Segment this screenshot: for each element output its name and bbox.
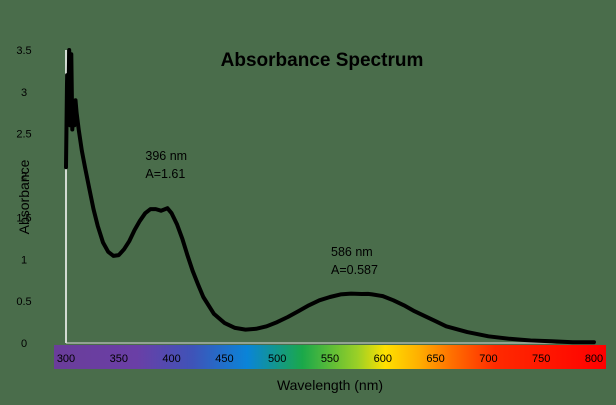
x-axis-title: Wavelength (nm) [277,377,383,393]
annotation-group: 396 nm A=1.61 586 nm A=0.587 [145,149,378,277]
y-tick-label: 2.5 [16,129,31,141]
x-tick-label: 800 [585,353,603,365]
annotation-absorbance: A=0.587 [331,263,378,277]
x-tick-label: 700 [479,353,497,365]
series-line [64,48,596,345]
series-group [64,48,596,345]
y-tick-label: 0 [21,338,27,350]
x-tick-label: 600 [374,353,392,365]
y-tick-label: 1 [21,254,27,266]
y-tick-label: 3.5 [16,45,31,57]
x-tick-label: 300 [57,353,75,365]
annotation-wavelength: 586 nm [331,245,373,259]
x-tick-label: 400 [162,353,180,365]
x-tick-label: 500 [268,353,286,365]
y-axis-title: Absorbance [16,159,32,234]
y-tick-label: 1.5 [16,212,31,224]
y-tick-label: 2 [21,171,27,183]
y-tick-labels: 0 0.5 1 1.5 2 2.5 3 3.5 [16,45,31,350]
x-tick-label: 750 [532,353,550,365]
annotation-wavelength: 396 nm [145,149,187,163]
y-tick-label: 0.5 [16,296,31,308]
annotation-absorbance: A=1.61 [145,167,185,181]
x-tick-labels: 300 350 400 450 500 550 600 650 700 750 800 [57,353,603,365]
spectrum-band [54,345,606,369]
chart-title: Absorbance Spectrum [221,50,424,71]
y-tick-label: 3 [21,87,27,99]
x-tick-label: 450 [215,353,233,365]
x-tick-label: 650 [426,353,444,365]
x-tick-label: 550 [321,353,339,365]
x-tick-label: 350 [110,353,128,365]
